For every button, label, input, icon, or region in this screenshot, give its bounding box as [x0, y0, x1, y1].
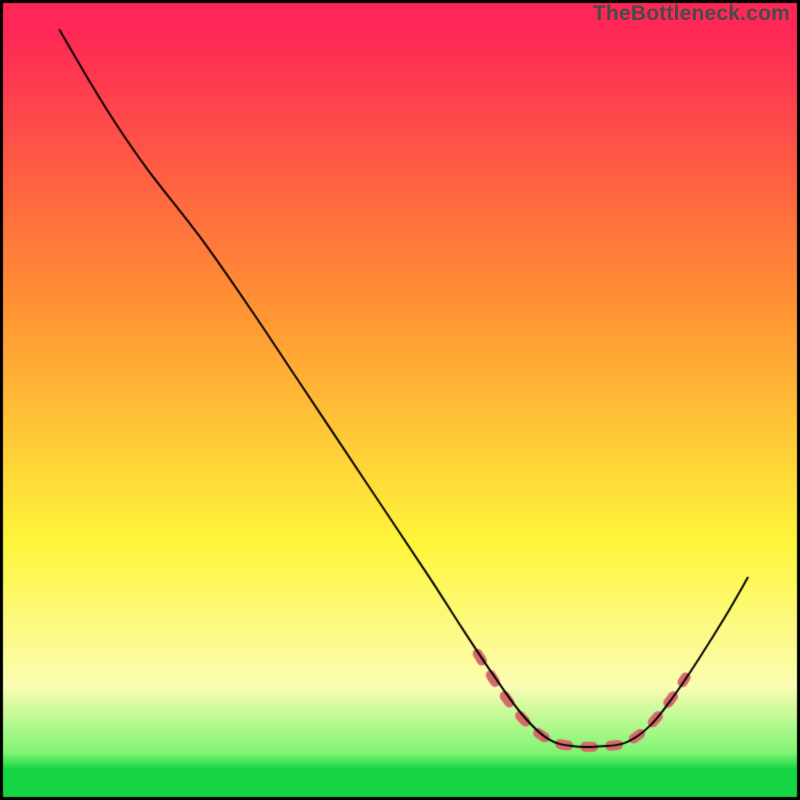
chart-root: TheBottleneck.com [0, 0, 800, 800]
attribution-text: TheBottleneck.com [593, 2, 790, 26]
curve-layer [0, 0, 800, 800]
